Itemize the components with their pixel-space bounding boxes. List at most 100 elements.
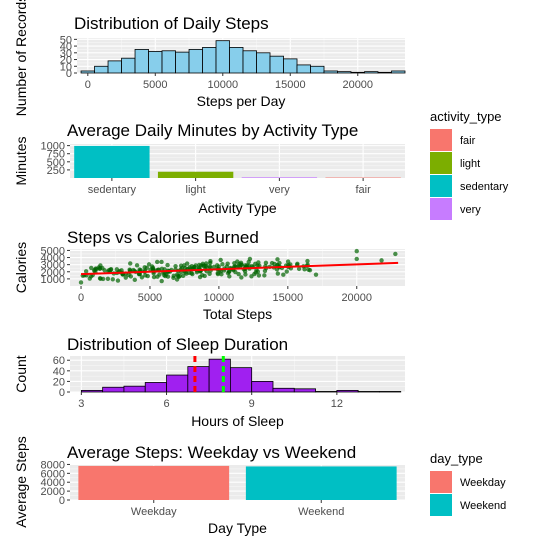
- scatter-point: [134, 263, 140, 268]
- scatter-point: [256, 260, 261, 265]
- daytype-bar-x-tick-label: Weekday: [131, 506, 177, 518]
- histogram-bar: [215, 40, 230, 74]
- activity-bar-x-tick-label: very: [269, 184, 290, 196]
- scatter-point: [393, 251, 398, 257]
- histogram-bar: [187, 366, 210, 393]
- scatter-point: [296, 266, 302, 272]
- legend-title: day_type: [430, 451, 483, 466]
- scatter-point: [236, 263, 241, 269]
- legend-label: light: [460, 158, 480, 170]
- steps-hist-title: Distribution of Daily Steps: [74, 14, 269, 33]
- histogram-bar: [337, 71, 352, 74]
- scatter-point: [139, 275, 145, 280]
- daytype-bar-y-tick-label: 2000: [41, 486, 65, 498]
- scatter-point: [247, 256, 253, 262]
- legend-key: [430, 129, 452, 151]
- scatter-point: [277, 260, 282, 266]
- activity-bar-y-tick-label: 1000: [41, 141, 65, 153]
- steps-scatter-y-tick-label: 4000: [41, 253, 65, 265]
- sleep-hist-x-tick-label: 9: [249, 398, 255, 410]
- scatter-point: [162, 272, 167, 278]
- scatter-point: [252, 271, 257, 277]
- histogram-bar: [251, 381, 274, 393]
- scatter-point: [157, 272, 162, 277]
- bar-light: [157, 171, 234, 178]
- histogram-bar: [121, 57, 136, 74]
- steps-hist-y-axis-title: Number of Records: [13, 0, 29, 116]
- histogram-bar: [134, 49, 149, 74]
- scatter-point: [255, 269, 261, 274]
- steps-hist-x-tick-label: 5000: [143, 79, 167, 91]
- scatter-point: [89, 265, 94, 271]
- scatter-point: [196, 262, 202, 268]
- scatter-point: [211, 264, 217, 270]
- steps-hist-y-tick-label: 10: [60, 61, 72, 73]
- activity-bar-title: Average Daily Minutes by Activity Type: [67, 121, 358, 140]
- histogram-bar: [123, 385, 146, 393]
- steps-hist-y-tick-label: 0: [66, 68, 72, 80]
- scatter-point: [284, 269, 289, 274]
- scatter-point: [215, 271, 221, 277]
- histogram-bar: [256, 52, 271, 74]
- scatter-point: [87, 276, 92, 281]
- histogram-bar: [242, 50, 257, 74]
- steps-hist-x-tick-label: 20000: [342, 79, 373, 91]
- scatter-point: [155, 259, 160, 265]
- sleep-hist-y-tick-label: 0: [59, 387, 65, 399]
- scatter-point: [225, 270, 231, 276]
- sleep-hist-y-tick-label: 40: [53, 366, 65, 378]
- histogram-bar: [230, 367, 253, 393]
- legend-key: [430, 494, 452, 516]
- histogram-bar: [323, 70, 338, 74]
- activity-bar-y-tick-label: 750: [47, 149, 65, 161]
- scatter-point: [218, 257, 223, 263]
- scatter-point: [173, 263, 178, 269]
- steps-hist-x-tick-label: 10000: [207, 79, 238, 91]
- scatter-point: [305, 258, 310, 264]
- daytype-bar-x-tick-label: Weekend: [298, 506, 344, 518]
- scatter-point: [239, 275, 244, 280]
- histogram-bar: [80, 390, 104, 393]
- scatter-point: [306, 267, 311, 272]
- histogram-bar: [296, 64, 311, 74]
- steps-scatter-y-axis-title: Calories: [13, 242, 29, 293]
- scatter-point: [263, 260, 269, 266]
- sleep-hist-y-tick-label: 20: [53, 376, 65, 388]
- legend-key: [430, 198, 452, 220]
- scatter-point: [262, 273, 267, 278]
- histogram-bar: [350, 71, 365, 74]
- scatter-point: [225, 261, 230, 266]
- scatter-point: [204, 261, 209, 266]
- legend-label: very: [460, 204, 481, 216]
- daytype-bar-y-tick-label: 8000: [41, 459, 65, 471]
- activity-bar-y-axis-title: Minutes: [13, 136, 29, 185]
- scatter-point: [110, 277, 115, 282]
- histogram-bar: [208, 358, 231, 393]
- bar-very: [241, 177, 318, 178]
- histogram-bar: [269, 55, 284, 74]
- steps-scatter-y-tick-label: 5000: [41, 245, 65, 257]
- histogram-bar: [94, 65, 109, 74]
- histogram-bar: [229, 47, 244, 74]
- scatter-point: [243, 272, 248, 277]
- histogram-bar: [310, 65, 325, 74]
- scatter-point: [313, 272, 319, 277]
- steps-scatter-x-tick-label: 0: [78, 292, 84, 304]
- scatter-point: [232, 260, 237, 266]
- steps-hist-y-tick-label: 30: [60, 48, 72, 60]
- scatter-point: [208, 258, 213, 264]
- scatter-point: [98, 276, 103, 281]
- histogram-bar: [293, 388, 316, 393]
- scatter-point: [281, 272, 286, 277]
- scatter-point: [151, 274, 157, 280]
- scatter-point: [288, 262, 293, 267]
- bar-weekend: [245, 466, 397, 500]
- scatter-point: [92, 268, 97, 273]
- steps-hist-x-tick-label: 15000: [275, 79, 306, 91]
- scatter-point: [119, 268, 124, 273]
- legend-label: fair: [460, 135, 476, 147]
